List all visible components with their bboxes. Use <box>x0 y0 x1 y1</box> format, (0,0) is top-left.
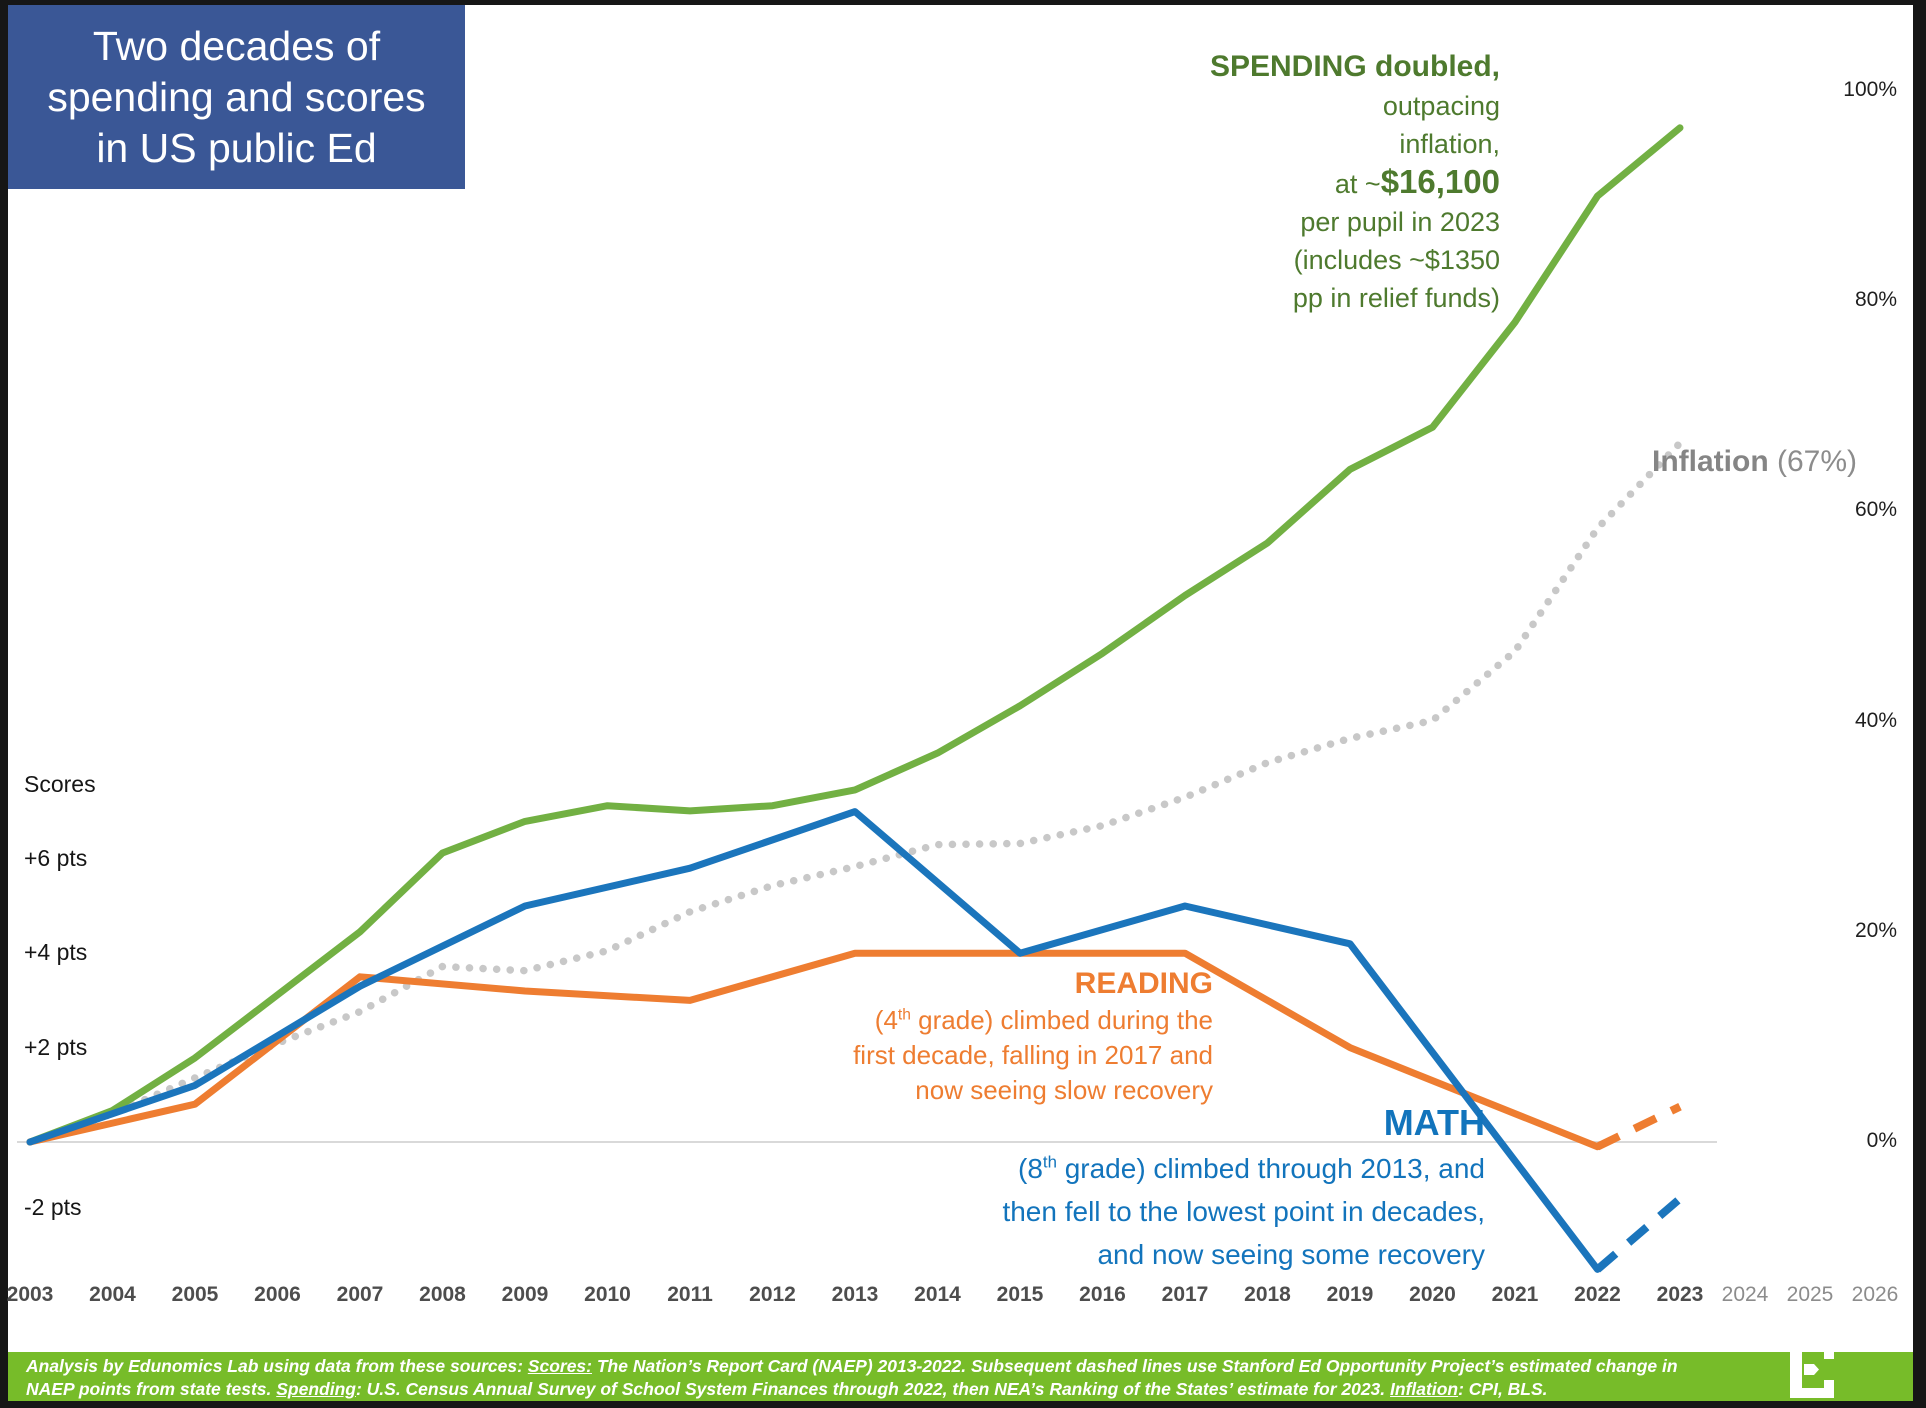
math-estimated-recovery-dashed-line <box>1594 1195 1683 1273</box>
score-tick-label: -2 pts <box>24 1194 82 1221</box>
reading-annotation-heading: READING <box>1074 967 1213 1000</box>
x-axis-year-label: 2012 <box>749 1283 796 1306</box>
inflation-annotation: Inflation (67%) <box>1652 445 1857 479</box>
text: : CPI, BLS. <box>1458 1379 1548 1399</box>
percent-tick-label: 40% <box>1854 708 1897 732</box>
text: The Nation’s Report Card (NAEP) 2013-202… <box>592 1356 1678 1376</box>
source-footer-line1: Analysis by Edunomics Lab using data fro… <box>26 1355 1913 1378</box>
slide-background: Two decades of spending and scores in US… <box>7 5 1913 1401</box>
inflation-value: (67%) <box>1768 445 1858 478</box>
text: : U.S. Census Annual Survey of School Sy… <box>355 1379 1391 1399</box>
spending-annotation: SPENDING doubled, outpacing inflation, a… <box>1210 47 1500 317</box>
x-axis-year-label: 2005 <box>171 1283 219 1306</box>
x-axis-year-label: 2014 <box>914 1283 961 1306</box>
amount-value: $16,100 <box>1380 163 1500 200</box>
spending-annotation-line: per pupil in 2023 <box>1300 207 1500 237</box>
underlined-text: Inflation <box>1390 1379 1459 1399</box>
x-axis-year-label: 2022 <box>1574 1283 1621 1306</box>
amount-prefix: at ~ <box>1334 169 1381 199</box>
percent-tick-label: 20% <box>1854 918 1897 942</box>
x-axis-year-label: 2020 <box>1409 1283 1456 1306</box>
left-axis-title: Scores <box>24 771 96 797</box>
source-footer-line2: NAEP points from state tests. Spending: … <box>26 1378 1913 1401</box>
chart-title-line: in US public Ed <box>96 124 377 171</box>
text: (8 <box>1018 1153 1043 1184</box>
reading-annotation-line: first decade, falling in 2017 and <box>853 1040 1213 1070</box>
score-tick-label: +2 pts <box>24 1033 88 1060</box>
x-axis-year-label: 2008 <box>419 1283 466 1306</box>
x-axis-year-label: 2015 <box>996 1283 1044 1306</box>
underlined-text: Spending <box>276 1379 356 1399</box>
spending-annotation-amount-line: at ~$16,100 <box>1210 163 1500 203</box>
x-axis-year-label: 2013 <box>831 1283 879 1306</box>
x-axis-year-label: 2018 <box>1244 1283 1291 1306</box>
x-axis-year-label: 2006 <box>254 1283 301 1306</box>
score-tick-label: +4 pts <box>24 939 88 966</box>
chart-title-box: Two decades of spending and scores in US… <box>8 5 465 189</box>
text: (4 <box>874 1005 898 1035</box>
edunomics-e-logo <box>1790 1341 1834 1398</box>
percent-tick-label: 60% <box>1854 498 1897 522</box>
percent-tick-label: 100% <box>1843 78 1897 101</box>
reading-estimated-recovery-dashed-line <box>1595 1103 1682 1151</box>
x-axis-year-label: 2023 <box>1656 1283 1704 1306</box>
math-annotation-heading: MATH <box>1383 1102 1485 1143</box>
math-annotation-line: and now seeing some recovery <box>1097 1239 1485 1270</box>
x-axis-year-label: 2025 <box>1786 1283 1834 1306</box>
x-axis-year-label: 2019 <box>1326 1283 1374 1306</box>
text: Analysis by Edunomics Lab using data fro… <box>26 1356 528 1376</box>
spending-annotation-line: (includes ~$1350 <box>1293 245 1500 275</box>
math-annotation: MATH (8th grade) climbed through 2013, a… <box>1002 1103 1485 1276</box>
x-axis-year-label: 2003 <box>6 1283 54 1306</box>
reading-annotation-line: now seeing slow recovery <box>915 1075 1213 1105</box>
spending-annotation-line: outpacing <box>1382 91 1500 121</box>
chart-title-line: spending and scores <box>47 73 426 120</box>
spending-annotation-line: inflation, <box>1399 129 1500 159</box>
spending-annotation-line: pp in relief funds) <box>1292 283 1500 313</box>
underlined-text: Scores: <box>527 1356 592 1376</box>
math-annotation-line: (8th grade) climbed through 2013, and <box>1002 1147 1485 1190</box>
source-footer: Analysis by Edunomics Lab using data fro… <box>8 1352 1913 1401</box>
percent-tick-label: 0% <box>1866 1129 1897 1152</box>
x-axis-year-label: 2017 <box>1161 1283 1209 1306</box>
percent-tick-label: 80% <box>1854 288 1897 312</box>
reading-annotation: READING (4th grade) climbed during the f… <box>853 965 1213 1108</box>
x-axis-year-label: 2021 <box>1491 1283 1539 1306</box>
math-annotation-line: then fell to the lowest point in decades… <box>1002 1196 1485 1227</box>
x-axis-year-label: 2024 <box>1721 1283 1769 1306</box>
spending-annotation-heading: SPENDING doubled, <box>1209 50 1500 83</box>
x-axis-year-label: 2010 <box>584 1283 631 1306</box>
x-axis-year-label: 2009 <box>501 1283 549 1306</box>
x-axis-year-label: 2026 <box>1851 1283 1899 1306</box>
text: grade) climbed through 2013, and <box>1056 1153 1485 1184</box>
superscript: th <box>897 1006 911 1024</box>
x-axis-year-label: 2016 <box>1079 1283 1126 1306</box>
x-axis-year-label: 2004 <box>89 1283 136 1306</box>
score-tick-label: +6 pts <box>24 844 88 871</box>
text: grade) climbed during the <box>910 1005 1213 1035</box>
chart-title-line: Two decades of <box>92 22 381 69</box>
text: NAEP points from state tests. <box>26 1379 277 1399</box>
reading-annotation-line: (4th grade) climbed during the <box>853 1003 1213 1038</box>
superscript: th <box>1042 1152 1057 1172</box>
inflation-label: Inflation <box>1652 445 1769 478</box>
x-axis-year-label: 2011 <box>667 1283 713 1306</box>
x-axis-year-label: 2007 <box>336 1283 384 1306</box>
